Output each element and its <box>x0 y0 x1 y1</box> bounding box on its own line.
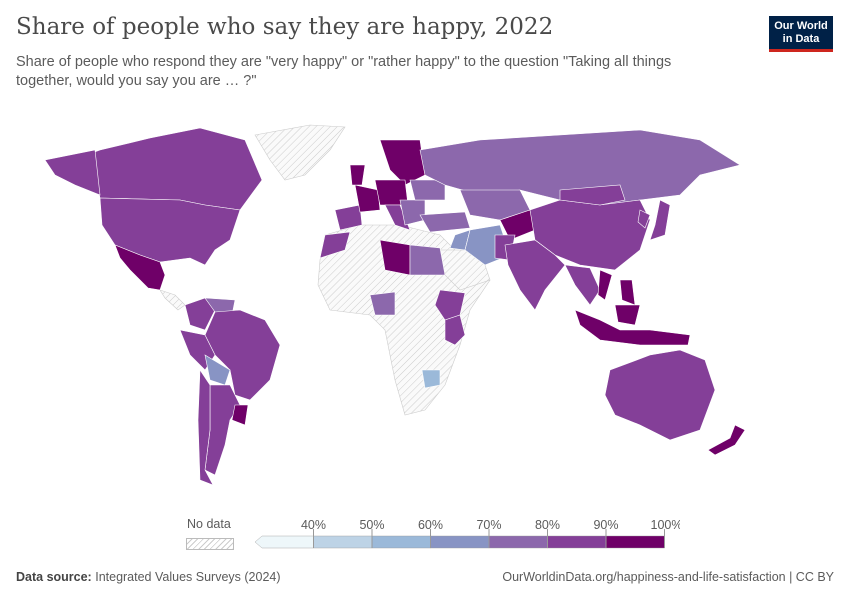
region-new-zealand[interactable] <box>707 424 746 456</box>
region-greenland[interactable] <box>254 124 346 181</box>
region-borneo[interactable] <box>614 304 641 326</box>
color-legend: 40% 50% 60% 70% 80% 90% 100% <box>254 518 680 549</box>
region-spain[interactable] <box>334 204 363 231</box>
region-myanmar[interactable] <box>564 264 601 306</box>
legend-tick-label: 100% <box>651 518 680 532</box>
region-mexico[interactable] <box>114 244 166 291</box>
legend-tick-label: 40% <box>301 518 326 532</box>
region-colombia[interactable] <box>184 297 216 331</box>
region-india[interactable] <box>504 239 566 311</box>
region-mongolia[interactable] <box>559 184 626 206</box>
legend-bin-3 <box>430 535 490 549</box>
region-nigeria[interactable] <box>369 291 396 316</box>
region-turkey[interactable] <box>419 211 471 233</box>
region-scandinavia[interactable] <box>379 139 426 186</box>
source-text: Integrated Values Surveys (2024) <box>95 570 281 584</box>
region-japan[interactable] <box>649 199 671 241</box>
region-uruguay[interactable] <box>231 404 249 426</box>
owid-logo[interactable]: Our World in Data <box>769 16 833 52</box>
legend-bin-0 <box>254 535 314 549</box>
legend-tick-label: 70% <box>476 518 501 532</box>
region-korea[interactable] <box>637 209 651 229</box>
region-uk[interactable] <box>349 164 366 186</box>
legend-tick-label: 90% <box>593 518 618 532</box>
source-link[interactable]: OurWorldinData.org/happiness-and-life-sa… <box>502 570 834 584</box>
region-philippines[interactable] <box>619 279 636 306</box>
legend-bin-4 <box>488 535 548 549</box>
region-zimbabwe[interactable] <box>421 369 441 389</box>
legend-tick-label: 60% <box>418 518 443 532</box>
legend-bin-5 <box>547 535 607 549</box>
region-morocco[interactable] <box>319 231 351 259</box>
legend-bin-2 <box>371 535 431 549</box>
region-ukraine[interactable] <box>409 179 446 201</box>
legend-tick-label: 50% <box>359 518 384 532</box>
region-italy[interactable] <box>384 204 411 231</box>
source-label: Data source: <box>16 570 92 584</box>
region-egypt[interactable] <box>409 244 446 276</box>
no-data-label: No data <box>187 517 231 531</box>
region-vietnam[interactable] <box>597 269 613 301</box>
region-chile[interactable] <box>197 369 214 486</box>
region-central-america[interactable] <box>159 289 186 311</box>
legend-tick-label: 80% <box>535 518 560 532</box>
chart-title: Share of people who say they are happy, … <box>16 14 554 40</box>
chart-subtitle: Share of people who respond they are "ve… <box>16 54 672 89</box>
legend-bin-1 <box>313 535 373 549</box>
region-australia[interactable] <box>604 349 716 441</box>
world-map[interactable] <box>0 110 850 510</box>
region-kenya[interactable] <box>444 314 466 346</box>
region-france[interactable] <box>354 184 381 213</box>
no-data-swatch <box>186 538 234 550</box>
region-indonesia[interactable] <box>574 309 691 346</box>
legend-bin-6 <box>605 535 665 549</box>
